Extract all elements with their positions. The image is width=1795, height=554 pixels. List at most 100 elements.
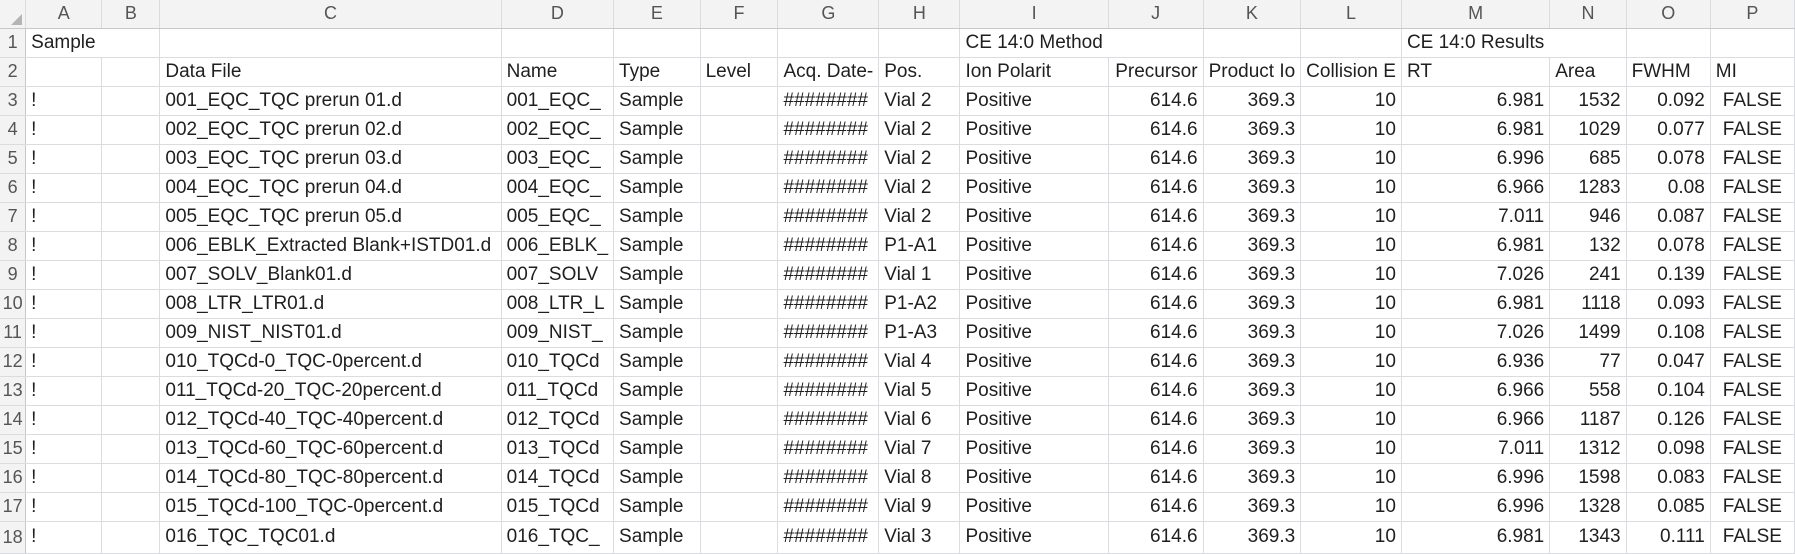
cell-d[interactable]: 009_NIST_ [501,318,615,348]
cell-h[interactable]: Vial 4 [878,347,961,377]
cell-e[interactable]: Sample [613,434,701,464]
cell-f[interactable] [700,86,779,116]
column-header[interactable]: G [777,0,880,29]
cell-h[interactable]: Vial 7 [878,434,961,464]
cell-g[interactable]: ######## [777,521,880,554]
cell-l[interactable] [1300,28,1402,58]
row-header[interactable]: 2 [0,57,27,87]
cell-o[interactable]: 0.098 [1626,434,1711,464]
cell-m[interactable]: 6.981 [1401,115,1551,145]
cell-g[interactable]: Acq. Date- [777,57,880,87]
cell-l[interactable]: 10 [1300,260,1402,290]
cell-j[interactable]: 614.6 [1108,492,1204,522]
cell-b[interactable] [101,115,161,145]
cell-o[interactable]: FWHM [1626,57,1711,87]
cell-p[interactable]: FALSE [1710,260,1795,290]
cell-k[interactable]: 369.3 [1203,318,1302,348]
cell-b[interactable] [101,173,161,203]
cell-h[interactable] [878,28,961,58]
cell-h[interactable]: Pos. [878,57,961,87]
row-header[interactable]: 16 [0,463,27,493]
cell-o[interactable]: 0.126 [1626,405,1711,435]
cell-m[interactable]: 7.026 [1401,260,1551,290]
cell-a[interactable]: ! [25,231,103,261]
cell-b[interactable] [101,231,161,261]
cell-f[interactable] [700,463,779,493]
cell-c[interactable]: 010_TQCd-0_TQC-0percent.d [159,347,502,377]
cell-g[interactable]: ######## [777,434,880,464]
cell-k[interactable]: 369.3 [1203,405,1302,435]
cell-l[interactable]: 10 [1300,492,1402,522]
cell-i[interactable]: Positive [959,347,1109,377]
cell-m[interactable]: 6.966 [1401,173,1551,203]
cell-i[interactable]: Positive [959,289,1109,319]
row-header[interactable]: 15 [0,434,27,464]
cell-j[interactable]: 614.6 [1108,521,1204,554]
cell-l[interactable]: 10 [1300,173,1402,203]
cell-f[interactable] [700,115,779,145]
cell-f[interactable] [700,434,779,464]
cell-d[interactable]: 011_TQCd [501,376,615,406]
cell-h[interactable]: Vial 5 [878,376,961,406]
cell-p[interactable]: FALSE [1710,405,1795,435]
cell-c[interactable]: 012_TQCd-40_TQC-40percent.d [159,405,502,435]
cell-k[interactable]: 369.3 [1203,202,1302,232]
cell-c[interactable] [159,28,502,58]
cell-f[interactable] [700,202,779,232]
cell-b[interactable] [101,463,161,493]
cell-l[interactable]: 10 [1300,347,1402,377]
cell-h[interactable]: Vial 2 [878,115,961,145]
cell-b[interactable] [101,434,161,464]
row-header[interactable]: 17 [0,492,27,522]
cell-c[interactable]: 016_TQC_TQC01.d [159,521,502,554]
cell-j[interactable]: 614.6 [1108,202,1204,232]
cell-h[interactable]: Vial 1 [878,260,961,290]
cell-d[interactable]: 010_TQCd [501,347,615,377]
cell-c[interactable]: 006_EBLK_Extracted Blank+ISTD01.d [159,231,502,261]
cell-p[interactable]: MI [1710,57,1795,87]
cell-b[interactable] [101,405,161,435]
cell-n[interactable]: 1118 [1549,289,1627,319]
cell-e[interactable]: Sample [613,202,701,232]
cell-d[interactable]: 016_TQC_ [501,521,615,554]
cell-f[interactable] [700,289,779,319]
cell-j[interactable]: 614.6 [1108,463,1204,493]
cell-f[interactable] [700,347,779,377]
cell-d[interactable]: 003_EQC_ [501,144,615,174]
cell-e[interactable]: Sample [613,115,701,145]
cell-a[interactable]: ! [25,202,103,232]
cell-d[interactable]: 001_EQC_ [501,86,615,116]
cell-a[interactable]: ! [25,318,103,348]
cell-f[interactable] [700,492,779,522]
column-header[interactable]: I [959,0,1109,29]
cell-m[interactable]: 6.966 [1401,376,1551,406]
cell-k[interactable]: 369.3 [1203,260,1302,290]
cell-o[interactable]: 0.085 [1626,492,1711,522]
cell-j[interactable]: 614.6 [1108,376,1204,406]
cell-a[interactable]: ! [25,115,103,145]
cell-b[interactable] [101,318,161,348]
cell-m[interactable]: RT [1401,57,1551,87]
cell-o[interactable]: 0.077 [1626,115,1711,145]
select-all-corner[interactable] [0,0,27,29]
cell-m[interactable]: 6.981 [1401,289,1551,319]
cell-f[interactable]: Level [700,57,779,87]
cell-g[interactable]: ######## [777,260,880,290]
cell-d[interactable]: Name [501,57,615,87]
cell-g[interactable]: ######## [777,492,880,522]
cell-e[interactable]: Sample [613,231,701,261]
cell-f[interactable] [700,144,779,174]
cell-b[interactable] [101,57,161,87]
cell-o[interactable]: 0.083 [1626,463,1711,493]
cell-e[interactable]: Sample [613,492,701,522]
cell-b[interactable] [101,144,161,174]
cell-j[interactable]: 614.6 [1108,231,1204,261]
cell-n[interactable]: 1598 [1549,463,1627,493]
cell-o[interactable]: 0.08 [1626,173,1711,203]
cell-c[interactable]: 001_EQC_TQC prerun 01.d [159,86,502,116]
cell-p[interactable]: FALSE [1710,144,1795,174]
cell-e[interactable]: Type [613,57,701,87]
cell-m[interactable]: 6.981 [1401,86,1551,116]
cell-i[interactable]: Positive [959,405,1109,435]
cell-g[interactable]: ######## [777,86,880,116]
